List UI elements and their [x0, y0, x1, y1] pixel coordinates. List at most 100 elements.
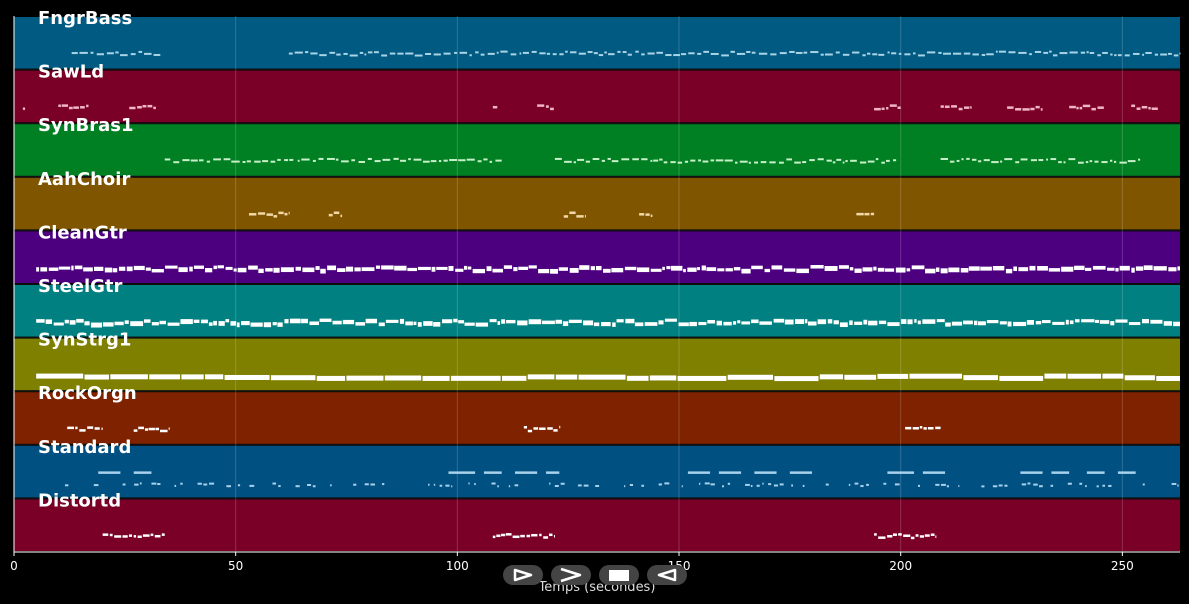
note — [980, 266, 992, 271]
note — [710, 159, 715, 162]
note — [810, 265, 824, 269]
note — [173, 161, 180, 164]
play-button[interactable] — [503, 565, 543, 585]
note — [927, 427, 934, 430]
note — [703, 50, 710, 53]
note — [1097, 54, 1101, 57]
note — [112, 268, 118, 273]
note — [528, 319, 542, 325]
note — [701, 265, 706, 271]
note — [74, 265, 83, 270]
note — [721, 54, 729, 57]
note — [972, 158, 977, 161]
forward-button[interactable] — [551, 565, 591, 585]
note — [316, 375, 346, 381]
note — [1040, 108, 1043, 111]
note — [364, 53, 367, 56]
note — [375, 265, 381, 269]
note — [496, 51, 499, 54]
note — [687, 267, 697, 272]
note — [560, 482, 565, 485]
note — [472, 268, 486, 274]
note — [1108, 484, 1112, 487]
note — [577, 484, 582, 487]
note — [946, 485, 949, 488]
note — [263, 322, 272, 328]
note — [1102, 484, 1105, 487]
note — [1177, 266, 1180, 271]
note — [1067, 482, 1072, 485]
track-notes-cleangtr — [36, 265, 1180, 274]
note — [1124, 375, 1155, 381]
note — [1173, 54, 1179, 57]
note — [53, 322, 64, 326]
note — [999, 375, 1044, 381]
note — [779, 52, 787, 55]
note — [405, 321, 413, 326]
note — [80, 106, 85, 109]
note — [1102, 51, 1108, 54]
note — [569, 267, 579, 273]
note — [963, 106, 970, 109]
note — [1102, 373, 1124, 379]
note — [167, 322, 180, 326]
note — [903, 534, 911, 537]
note — [114, 321, 124, 326]
note — [340, 214, 343, 218]
note — [735, 161, 738, 164]
note — [118, 266, 126, 271]
note — [948, 267, 960, 273]
note — [935, 535, 937, 538]
note — [1127, 160, 1136, 163]
note — [1007, 321, 1012, 327]
note — [991, 161, 999, 164]
stop-button[interactable] — [599, 565, 639, 585]
note — [664, 482, 670, 485]
note — [698, 321, 707, 326]
note — [658, 320, 664, 325]
note — [893, 159, 897, 162]
note — [914, 319, 917, 323]
note — [1050, 158, 1057, 161]
note — [549, 482, 551, 485]
note — [258, 212, 266, 215]
note — [998, 50, 1006, 53]
note — [563, 215, 569, 218]
note — [36, 373, 84, 379]
note — [995, 50, 998, 53]
note — [433, 322, 441, 327]
note — [854, 268, 862, 273]
note — [86, 104, 89, 108]
note — [233, 268, 237, 272]
note — [860, 485, 864, 488]
note — [612, 322, 616, 327]
note — [960, 268, 969, 273]
note — [653, 159, 659, 162]
track-notes-sawld — [22, 104, 1158, 111]
note — [683, 268, 686, 273]
note — [559, 425, 561, 429]
note — [748, 161, 751, 164]
note — [503, 265, 513, 269]
note — [856, 212, 864, 216]
note — [463, 265, 468, 270]
note — [203, 483, 208, 486]
note — [1119, 161, 1127, 164]
note — [364, 483, 369, 486]
note — [1044, 373, 1067, 379]
note — [1069, 105, 1076, 109]
note — [237, 267, 247, 273]
note — [448, 266, 454, 271]
note — [878, 320, 887, 325]
note — [489, 319, 497, 323]
note — [1026, 320, 1035, 325]
note — [922, 471, 946, 474]
note — [1035, 105, 1040, 109]
note — [756, 484, 760, 487]
note — [727, 374, 774, 380]
note — [935, 426, 941, 430]
note — [844, 374, 877, 380]
note — [1094, 160, 1099, 163]
rewind-button[interactable] — [647, 565, 687, 585]
note — [710, 483, 715, 486]
